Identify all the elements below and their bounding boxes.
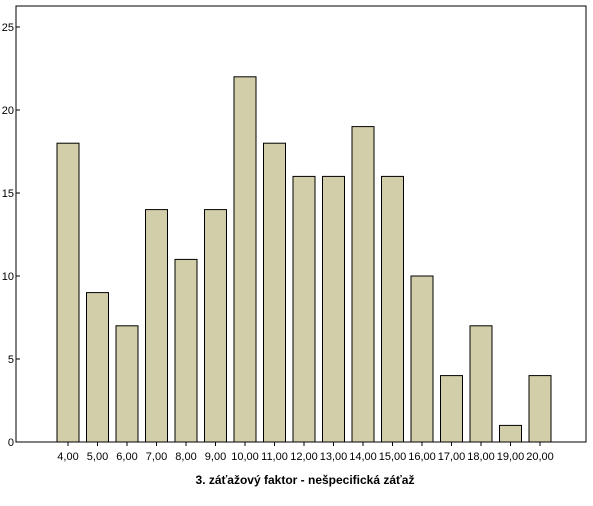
x-tick-label: 7,00	[146, 451, 167, 463]
x-tick-label: 16,00	[408, 451, 436, 463]
bar	[410, 275, 434, 443]
x-tick-label: 5,00	[87, 451, 108, 463]
x-axis-title: 3. záťažový faktor - nešpecifická záťaž	[196, 473, 415, 487]
x-axis: 4,00 5,00 6,00 7,00 8,00 9,00 10,00 11,00 12,00 1…	[57, 442, 554, 463]
bar	[115, 325, 139, 443]
bar	[145, 209, 168, 443]
y-tick-label: 15	[2, 188, 14, 200]
x-tick-label: 19,00	[497, 451, 525, 463]
bar	[322, 175, 345, 443]
y-tick-label: 0	[8, 437, 14, 449]
bar	[469, 325, 493, 443]
x-tick-label: 9,00	[205, 451, 226, 463]
x-tick-label: 15,00	[379, 451, 407, 463]
bar	[86, 292, 109, 443]
bars	[56, 76, 552, 443]
x-tick-label: 11,00	[261, 451, 288, 463]
x-tick-label: 6,00	[116, 451, 137, 463]
y-tick-label: 10	[2, 271, 14, 283]
bar	[381, 175, 404, 443]
y-tick-label: 25	[2, 22, 14, 34]
bar	[204, 209, 227, 443]
x-tick-label: 12,00	[290, 451, 318, 463]
bar	[499, 424, 522, 443]
bar	[233, 76, 257, 443]
bar	[174, 258, 198, 443]
bar	[440, 375, 463, 443]
y-tick-label: 20	[2, 105, 14, 117]
bar	[292, 175, 316, 443]
x-tick-label: 4,00	[57, 451, 78, 463]
y-tick-label: 5	[8, 354, 14, 366]
x-tick-label: 20,00	[526, 451, 554, 463]
x-tick-label: 17,00	[438, 451, 466, 463]
x-tick-label: 8,00	[175, 451, 196, 463]
bar	[263, 142, 286, 443]
bar	[56, 142, 80, 443]
bar	[528, 375, 552, 443]
x-tick-label: 18,00	[467, 451, 495, 463]
bar	[351, 126, 375, 443]
x-tick-label: 10,00	[231, 451, 259, 463]
x-tick-label: 14,00	[349, 451, 377, 463]
y-axis: 0 5 10 15 20 25	[2, 22, 20, 449]
x-tick-label: 13,00	[320, 451, 348, 463]
